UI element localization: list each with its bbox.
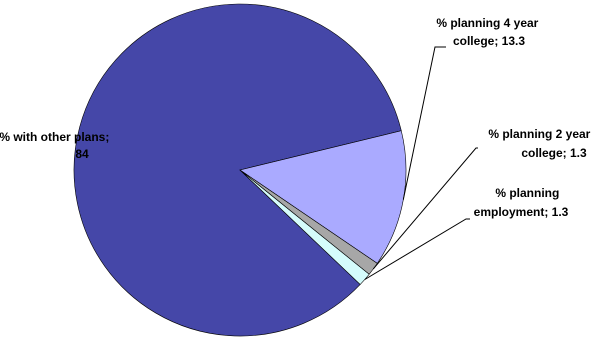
slice-label-employment: % planning employment; 1.3	[474, 186, 569, 219]
slice-label-4-year-line1: % planning 4 year	[436, 16, 538, 30]
slice-label-employment-line1: % planning	[495, 186, 559, 200]
slice-label-2-year-college: % planning 2 year college; 1.3	[488, 127, 593, 160]
slice-label-2-year-line1: % planning 2 year	[488, 127, 590, 141]
slice-label-4-year-college: % planning 4 year college; 13.3	[436, 16, 541, 48]
leader-line-2-year-college	[372, 147, 478, 270]
slice-label-other-plans-line1: % with other plans;	[0, 130, 109, 144]
slice-label-4-year-line2: college; 13.3	[453, 34, 525, 48]
slice-label-employment-line2: employment; 1.3	[474, 205, 569, 219]
pie-slice-other-plans	[73, 3, 402, 337]
leader-line-4-year-college	[402, 46, 446, 200]
leader-lines	[364, 46, 478, 280]
slice-label-other-plans: % with other plans; 84	[0, 130, 113, 161]
slice-label-other-plans-line2: 84	[75, 147, 89, 161]
leader-line-employment	[364, 218, 470, 280]
slice-label-2-year-line2: college; 1.3	[521, 146, 587, 160]
pie-slices	[73, 3, 407, 337]
